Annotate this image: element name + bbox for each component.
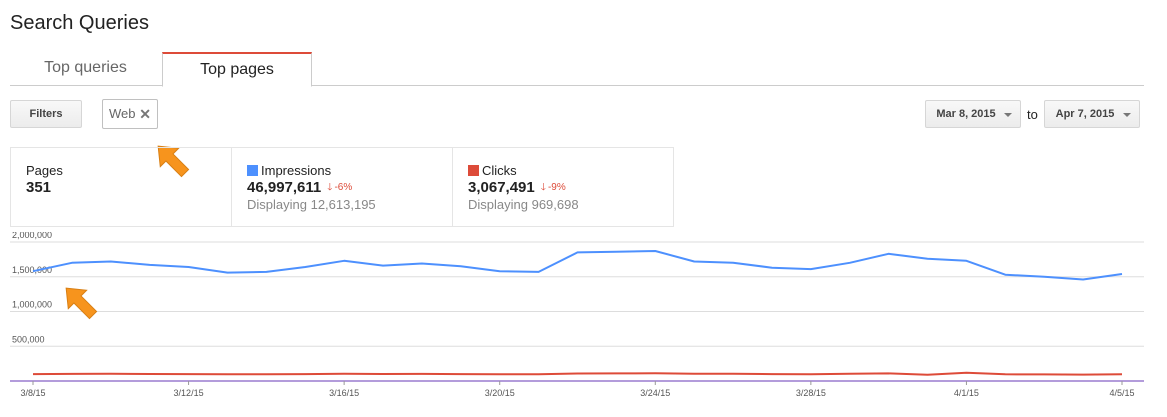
- clicks-series-line: [32, 371, 1123, 376]
- date-start-label: Mar 8, 2015: [936, 108, 996, 120]
- x-tick-label: 3/8/15: [20, 388, 45, 398]
- date-start-select[interactable]: Mar 8, 2015: [925, 100, 1021, 128]
- x-tick-label: 3/20/15: [485, 388, 515, 398]
- date-range-to-label: to: [1027, 107, 1038, 122]
- chevron-down-icon: [1004, 113, 1012, 117]
- close-icon[interactable]: ✕: [139, 106, 151, 122]
- y-tick-label: 1,500,000: [12, 265, 52, 275]
- stat-clicks[interactable]: Clicks 3,067,491 🡓 -9% Displaying 969,698: [453, 148, 674, 226]
- stat-pages-label: Pages: [26, 163, 63, 178]
- x-tick-label: 4/1/15: [954, 388, 979, 398]
- stat-pages-value: 351: [26, 179, 52, 196]
- x-tick-label: 3/24/15: [640, 388, 670, 398]
- stat-impressions-displaying: Displaying 12,613,195: [247, 197, 376, 212]
- date-end-label: Apr 7, 2015: [1055, 108, 1115, 120]
- stat-clicks-label: Clicks: [482, 163, 517, 178]
- tab-top-pages[interactable]: Top pages: [162, 52, 312, 87]
- date-end-select[interactable]: Apr 7, 2015: [1044, 100, 1140, 128]
- stats-panel: Pages 351 Impressions 46,997,611 🡓 -6% Dis…: [10, 147, 674, 227]
- arrow-down-icon: 🡓: [327, 182, 333, 193]
- impressions-swatch-icon: [247, 165, 258, 176]
- stat-clicks-displaying: Displaying 969,698: [468, 197, 579, 212]
- tab-bar: Top queries Top pages: [10, 52, 1144, 87]
- tab-top-queries[interactable]: Top queries: [44, 59, 127, 76]
- impressions-series-line: [32, 250, 1123, 281]
- performance-chart: 2,000,000 1,500,000 1,000,000 500,000 3/8/15…: [10, 232, 1144, 398]
- arrow-down-icon: 🡓: [540, 182, 546, 193]
- chevron-down-icon: [1123, 113, 1131, 117]
- stat-clicks-change: -9%: [547, 182, 566, 193]
- stat-impressions-value: 46,997,611: [247, 179, 322, 196]
- clicks-swatch-icon: [468, 165, 479, 176]
- pointer-arrow-icon: [65, 287, 98, 320]
- x-tick-label: 3/12/15: [174, 388, 204, 398]
- stat-impressions-change: -6%: [334, 182, 353, 193]
- stat-pages[interactable]: Pages 351: [11, 148, 232, 226]
- y-tick-label: 500,000: [12, 334, 45, 344]
- y-tick-label: 1,000,000: [12, 300, 52, 310]
- x-tick-label: 3/28/15: [796, 388, 826, 398]
- web-filter-chip: Web ✕: [102, 99, 158, 129]
- y-tick-label: 2,000,000: [12, 232, 52, 240]
- filters-button[interactable]: Filters: [10, 100, 82, 128]
- stat-impressions-label: Impressions: [261, 163, 332, 178]
- x-tick-label: 3/16/15: [329, 388, 359, 398]
- web-filter-label: Web: [109, 106, 136, 121]
- x-tick-label: 4/5/15: [1109, 388, 1134, 398]
- stat-clicks-value: 3,067,491: [468, 179, 535, 196]
- pointer-arrow-icon: [157, 145, 190, 178]
- page-title: Search Queries: [10, 12, 149, 34]
- stat-impressions[interactable]: Impressions 46,997,611 🡓 -6% Displaying 12…: [232, 148, 453, 226]
